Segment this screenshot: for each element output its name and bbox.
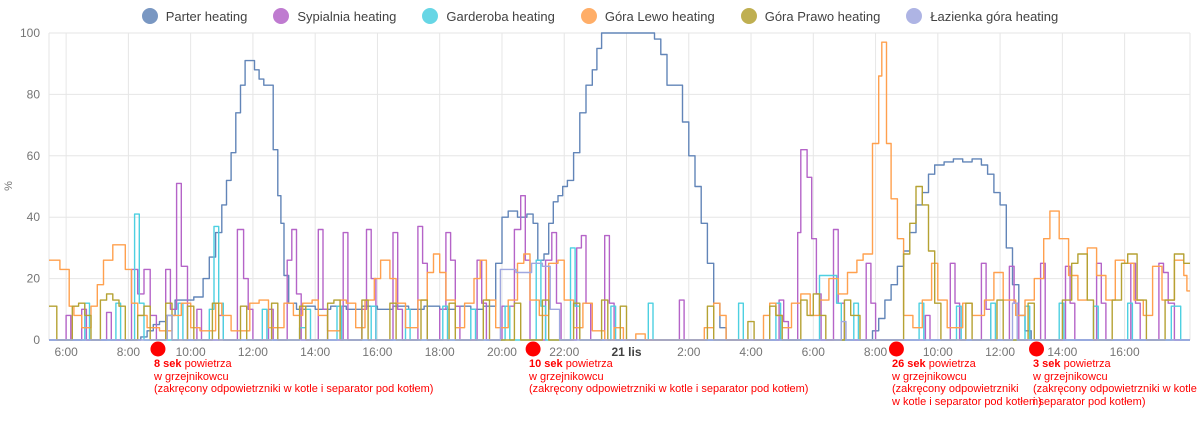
legend: Parter heating Sypialnia heating Gardero… bbox=[0, 5, 1200, 27]
y-tick-label: 20 bbox=[27, 272, 41, 286]
series-color-dot bbox=[740, 8, 757, 24]
annotation-line: w grzejnikowcu bbox=[1033, 370, 1108, 383]
x-tick-label: 16:00 bbox=[362, 345, 392, 359]
annotation-line: w grzejnikowcu bbox=[154, 370, 229, 383]
event-annotation-1: 8 sek powietrza w grzejnikowcu (zakręcon… bbox=[154, 358, 433, 396]
series-color-dot bbox=[141, 8, 158, 24]
event-dot[interactable] bbox=[888, 341, 904, 357]
series-color-dot bbox=[273, 8, 290, 24]
legend-label: Góra Lewo heating bbox=[604, 8, 715, 24]
legend-item-gora-lewo[interactable]: Góra Lewo heating bbox=[580, 8, 715, 24]
event-dot[interactable] bbox=[1029, 341, 1045, 357]
y-tick-label: 80 bbox=[27, 87, 41, 101]
series-line-parter-heating bbox=[49, 32, 1190, 341]
x-tick-label: 4:00 bbox=[739, 345, 763, 359]
x-tick-label: 16:00 bbox=[1110, 345, 1140, 359]
x-tick-label: 21 lis bbox=[611, 345, 641, 359]
legend-label: Garderoba heating bbox=[446, 8, 555, 24]
series-line-sypialnia-heating bbox=[49, 149, 1190, 341]
annotation-line: (zakręcony odpowietrzniki w kotle bbox=[1033, 383, 1197, 395]
legend-item-garderoba[interactable]: Garderoba heating bbox=[422, 8, 555, 24]
series-color-dot bbox=[906, 8, 923, 24]
y-tick-label: 40 bbox=[27, 210, 41, 224]
series-color-dot bbox=[422, 8, 439, 24]
x-tick-label: 18:00 bbox=[425, 345, 455, 359]
annotation-line: w kotle i separator pod kotłem) bbox=[892, 395, 1042, 408]
annotation-line: (zakręcony odpowietrzniki w kotle i sepa… bbox=[154, 383, 434, 395]
legend-label: Sypialnia heating bbox=[297, 8, 397, 24]
annotation-line: (zakręcony odpowietrzniki w kotle i sepa… bbox=[529, 383, 809, 395]
event-dot[interactable] bbox=[525, 341, 541, 357]
legend-label: Łazienka góra heating bbox=[930, 8, 1059, 24]
y-axis-label: % bbox=[2, 181, 15, 191]
x-tick-label: 6:00 bbox=[54, 345, 78, 359]
x-tick-label: 6:00 bbox=[802, 345, 826, 359]
x-tick-label: 2:00 bbox=[677, 345, 701, 359]
x-tick-label: 12:00 bbox=[238, 345, 268, 359]
y-tick-label: 100 bbox=[20, 26, 40, 40]
x-tick-label: 22:00 bbox=[549, 345, 579, 359]
annotation-line: 3 sek powietrza bbox=[1033, 358, 1111, 370]
event-annotation-3: 26 sek powietrza w grzejnikowcu (zakręco… bbox=[892, 358, 1042, 408]
annotation-line: w grzejnikowcu bbox=[529, 370, 604, 383]
annotation-line: w grzejnikowcu bbox=[892, 370, 967, 383]
x-tick-label: 10:00 bbox=[176, 345, 206, 359]
x-tick-label: 14:00 bbox=[300, 345, 330, 359]
event-annotation-4: 3 sek powietrza w grzejnikowcu (zakręcon… bbox=[1033, 358, 1197, 408]
y-tick-label: 60 bbox=[27, 149, 41, 163]
annotation-line: 10 sek powietrza bbox=[529, 358, 613, 370]
annotation-line: 26 sek powietrza bbox=[892, 358, 976, 370]
event-dot[interactable] bbox=[150, 341, 166, 357]
legend-label: Góra Prawo heating bbox=[764, 8, 881, 24]
legend-item-sypialnia[interactable]: Sypialnia heating bbox=[273, 8, 396, 24]
series-line--azienka-g-ra-heating bbox=[49, 262, 1190, 341]
legend-item-lazienka-gora[interactable]: Łazienka góra heating bbox=[906, 8, 1058, 24]
legend-item-parter[interactable]: Parter heating bbox=[141, 8, 248, 24]
annotation-line: 8 sek powietrza bbox=[154, 358, 232, 370]
annotation-line: i separator pod kotłem) bbox=[1033, 395, 1146, 408]
y-tick-label: 0 bbox=[33, 333, 40, 347]
x-tick-label: 14:00 bbox=[1047, 345, 1077, 359]
legend-label: Parter heating bbox=[165, 8, 248, 24]
x-tick-label: 8:00 bbox=[864, 345, 888, 359]
event-annotation-2: 10 sek powietrza w grzejnikowcu (zakręco… bbox=[529, 358, 808, 396]
series-line-garderoba-heating bbox=[49, 213, 1190, 341]
series-color-dot bbox=[580, 8, 597, 24]
legend-item-gora-prawo[interactable]: Góra Prawo heating bbox=[740, 8, 881, 24]
x-tick-label: 8:00 bbox=[117, 345, 141, 359]
x-tick-label: 10:00 bbox=[923, 345, 953, 359]
x-tick-label: 12:00 bbox=[985, 345, 1015, 359]
x-tick-label: 20:00 bbox=[487, 345, 517, 359]
annotation-line: (zakręcony odpowietrzniki bbox=[892, 383, 1019, 395]
